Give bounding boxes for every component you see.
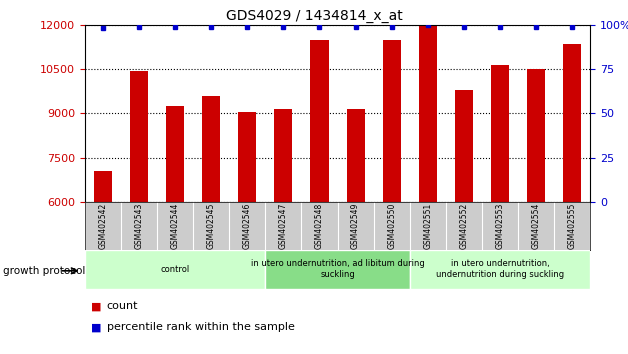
Text: GSM402546: GSM402546 [243,202,252,249]
Bar [491,65,509,202]
Bar [94,171,112,202]
Text: growth protocol: growth protocol [3,266,85,276]
Bar [310,40,328,202]
Bar [202,96,220,202]
Text: GSM402553: GSM402553 [495,202,504,249]
Text: GSM402548: GSM402548 [315,202,324,249]
Text: percentile rank within the sample: percentile rank within the sample [107,322,295,332]
Text: GSM402545: GSM402545 [207,202,215,249]
Text: GDS4029 / 1434814_x_at: GDS4029 / 1434814_x_at [225,9,403,23]
Text: ■: ■ [91,301,102,311]
Text: GSM402547: GSM402547 [279,202,288,249]
Text: GSM402543: GSM402543 [134,202,143,249]
Bar [455,90,473,202]
Text: control: control [160,264,190,274]
Text: GSM402549: GSM402549 [351,202,360,249]
Bar [409,250,590,289]
Bar [265,250,409,289]
Bar [130,70,148,202]
Text: GSM402544: GSM402544 [171,202,180,249]
Bar [238,112,256,202]
Bar [274,109,293,202]
Bar [85,250,265,289]
Text: GSM402550: GSM402550 [387,202,396,249]
Bar [563,44,582,202]
Bar [527,69,545,202]
Bar [419,25,437,202]
Bar [347,109,365,202]
Text: count: count [107,301,138,311]
Bar [382,40,401,202]
Text: GSM402551: GSM402551 [423,202,432,249]
Text: GSM402554: GSM402554 [532,202,541,249]
Text: GSM402555: GSM402555 [568,202,577,249]
Text: ■: ■ [91,322,102,332]
Bar [166,106,184,202]
Text: in utero undernutrition,
undernutrition during suckling: in utero undernutrition, undernutrition … [436,259,564,279]
Text: GSM402542: GSM402542 [99,202,107,249]
Text: in utero undernutrition, ad libitum during
suckling: in utero undernutrition, ad libitum duri… [251,259,425,279]
Text: GSM402552: GSM402552 [460,202,468,249]
